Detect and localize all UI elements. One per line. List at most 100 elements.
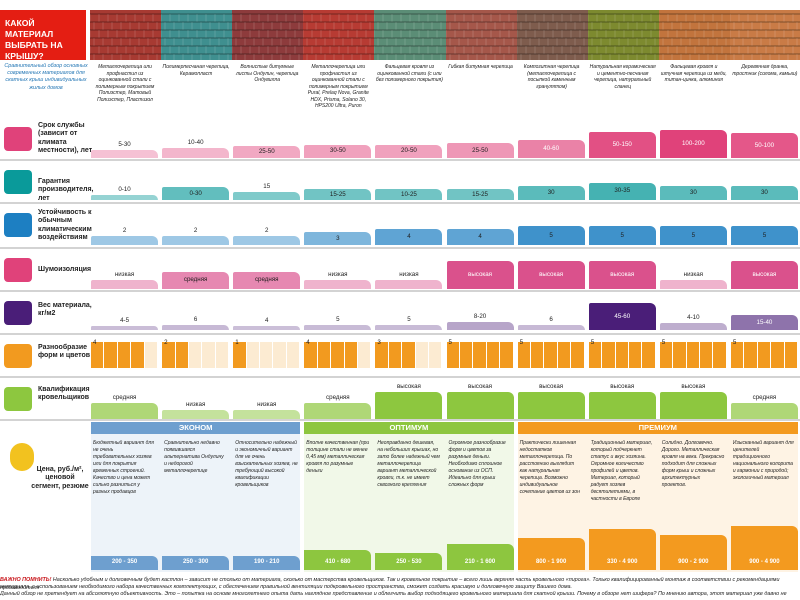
value-bar xyxy=(446,189,514,200)
variety-segment xyxy=(144,342,158,368)
value-bar xyxy=(517,392,585,419)
row-value: 5-30 xyxy=(118,140,131,148)
worker-check-icon xyxy=(4,387,32,411)
row-value: 30 xyxy=(689,189,697,197)
variety-segment xyxy=(557,342,571,368)
page-title: КАКОЙ МАТЕРИАЛ ВЫБРАТЬ НА КРЫШУ? xyxy=(5,18,63,61)
value-bar xyxy=(588,303,656,330)
row-value: 0-10 xyxy=(118,185,131,193)
variety-segment xyxy=(544,342,557,368)
value-bar xyxy=(304,402,372,419)
row-value: 2 xyxy=(122,226,127,234)
footer-line-1: Насколько удобным и долговечным будет ка… xyxy=(0,577,780,592)
value-bar xyxy=(233,410,301,419)
value-bar xyxy=(446,322,514,330)
row-label-variety: Разнообразие форм и цветов xyxy=(38,344,91,360)
value-bar xyxy=(233,325,301,330)
row-value: средняя xyxy=(112,393,137,401)
value-bar xyxy=(659,323,727,330)
variety-segment xyxy=(588,342,602,368)
intro-text: Сравнительный обзор основных современных… xyxy=(4,63,88,91)
material-description-6: Гибкая битумная черепица xyxy=(448,64,513,70)
value-bar xyxy=(233,191,301,200)
price-value: 900 - 4 900 xyxy=(749,559,780,565)
footer-note-2: материала, с использованием необходимого… xyxy=(0,583,800,591)
row-label-service-life: Срок службы (зависит от климата местност… xyxy=(38,122,93,154)
value-bar xyxy=(730,186,798,200)
value-bar xyxy=(446,143,514,158)
row-value: 6 xyxy=(549,316,553,324)
roof-texture-icon xyxy=(587,13,660,60)
row-value: 4-10 xyxy=(687,314,700,322)
row-value: 10-40 xyxy=(187,139,204,147)
row-divider xyxy=(0,333,800,335)
variety-segment xyxy=(388,342,402,368)
value-bar xyxy=(517,139,585,158)
value-bar xyxy=(588,132,656,158)
value-bar xyxy=(233,271,301,289)
row-value: 10-25 xyxy=(401,190,417,198)
variety-segment xyxy=(757,342,771,368)
row-value: 4 xyxy=(93,339,97,346)
material-description-3: Волнистые битумные листы Ондулин, черепи… xyxy=(235,64,299,83)
title-box: КАКОЙ МАТЕРИАЛ ВЫБРАТЬ НА КРЫШУ? xyxy=(0,10,86,61)
variety-segment xyxy=(615,342,628,368)
row-value: 4-5 xyxy=(120,316,130,324)
row-value: 0-30 xyxy=(189,189,202,197)
weather-icon xyxy=(4,213,32,237)
value-bar xyxy=(162,271,230,289)
variety-segment xyxy=(188,342,202,368)
palette-fan-icon xyxy=(4,344,32,368)
price-bar xyxy=(659,535,727,570)
variety-segment xyxy=(730,342,744,368)
row-value: 6 xyxy=(193,316,198,324)
value-bar xyxy=(375,144,443,158)
value-bar xyxy=(659,392,727,419)
material-description-1: Металлочерепица или профнастил из оцинко… xyxy=(95,64,155,103)
value-bar xyxy=(162,410,230,419)
value-bar xyxy=(304,144,372,158)
footer-line-3: Данный обзор не претендует на абсолютную… xyxy=(0,591,787,597)
variety-segment xyxy=(357,342,371,368)
roof-texture-icon xyxy=(161,13,234,60)
value-bar xyxy=(304,232,372,245)
row-value: 3 xyxy=(377,339,381,346)
value-bar xyxy=(659,226,727,245)
material-description-4: Металлочерепица или профнастил из оцинко… xyxy=(307,64,369,109)
value-bar xyxy=(375,229,443,245)
value-bar xyxy=(91,235,159,245)
value-bar xyxy=(91,194,159,200)
value-bar xyxy=(375,189,443,200)
value-bar xyxy=(375,325,443,330)
material-swatch-4 xyxy=(303,10,376,60)
row-value: 5 xyxy=(620,231,624,239)
material-swatch-10 xyxy=(729,10,800,60)
row-divider xyxy=(0,419,800,421)
variety-segment xyxy=(402,342,415,368)
row-value: 25-50 xyxy=(472,146,488,154)
row-value: 3 xyxy=(336,234,340,242)
variety-segment xyxy=(486,342,500,368)
footer-note-3: Данный обзор не претендует на абсолютную… xyxy=(0,590,800,598)
row-value: высокая xyxy=(468,383,493,390)
variety-segment xyxy=(713,342,726,368)
row-label-resistance: Устойчивость к обычным климатическим воз… xyxy=(38,209,92,241)
row-value: низкая xyxy=(399,271,419,279)
value-bar xyxy=(233,235,301,245)
row-divider xyxy=(0,202,800,204)
row-value: 8-20 xyxy=(473,313,487,321)
variety-segment xyxy=(117,342,131,368)
row-value: 5 xyxy=(691,231,696,239)
value-bar xyxy=(162,187,230,200)
variety-segment xyxy=(659,342,673,368)
row-divider xyxy=(0,247,800,249)
price-description-6: Огромное разнообразие форм и цветов за р… xyxy=(448,440,506,488)
row-value: высокая xyxy=(610,383,635,390)
variety-segment xyxy=(233,342,246,368)
variety-segment xyxy=(162,342,175,368)
price-description-7: Практически лишенная недостатков металло… xyxy=(519,440,580,495)
variety-segment xyxy=(744,342,757,368)
price-description-4: Вполне качественная (при толщине стали н… xyxy=(306,440,370,474)
coins-icon xyxy=(10,443,34,471)
value-bar xyxy=(659,280,727,289)
